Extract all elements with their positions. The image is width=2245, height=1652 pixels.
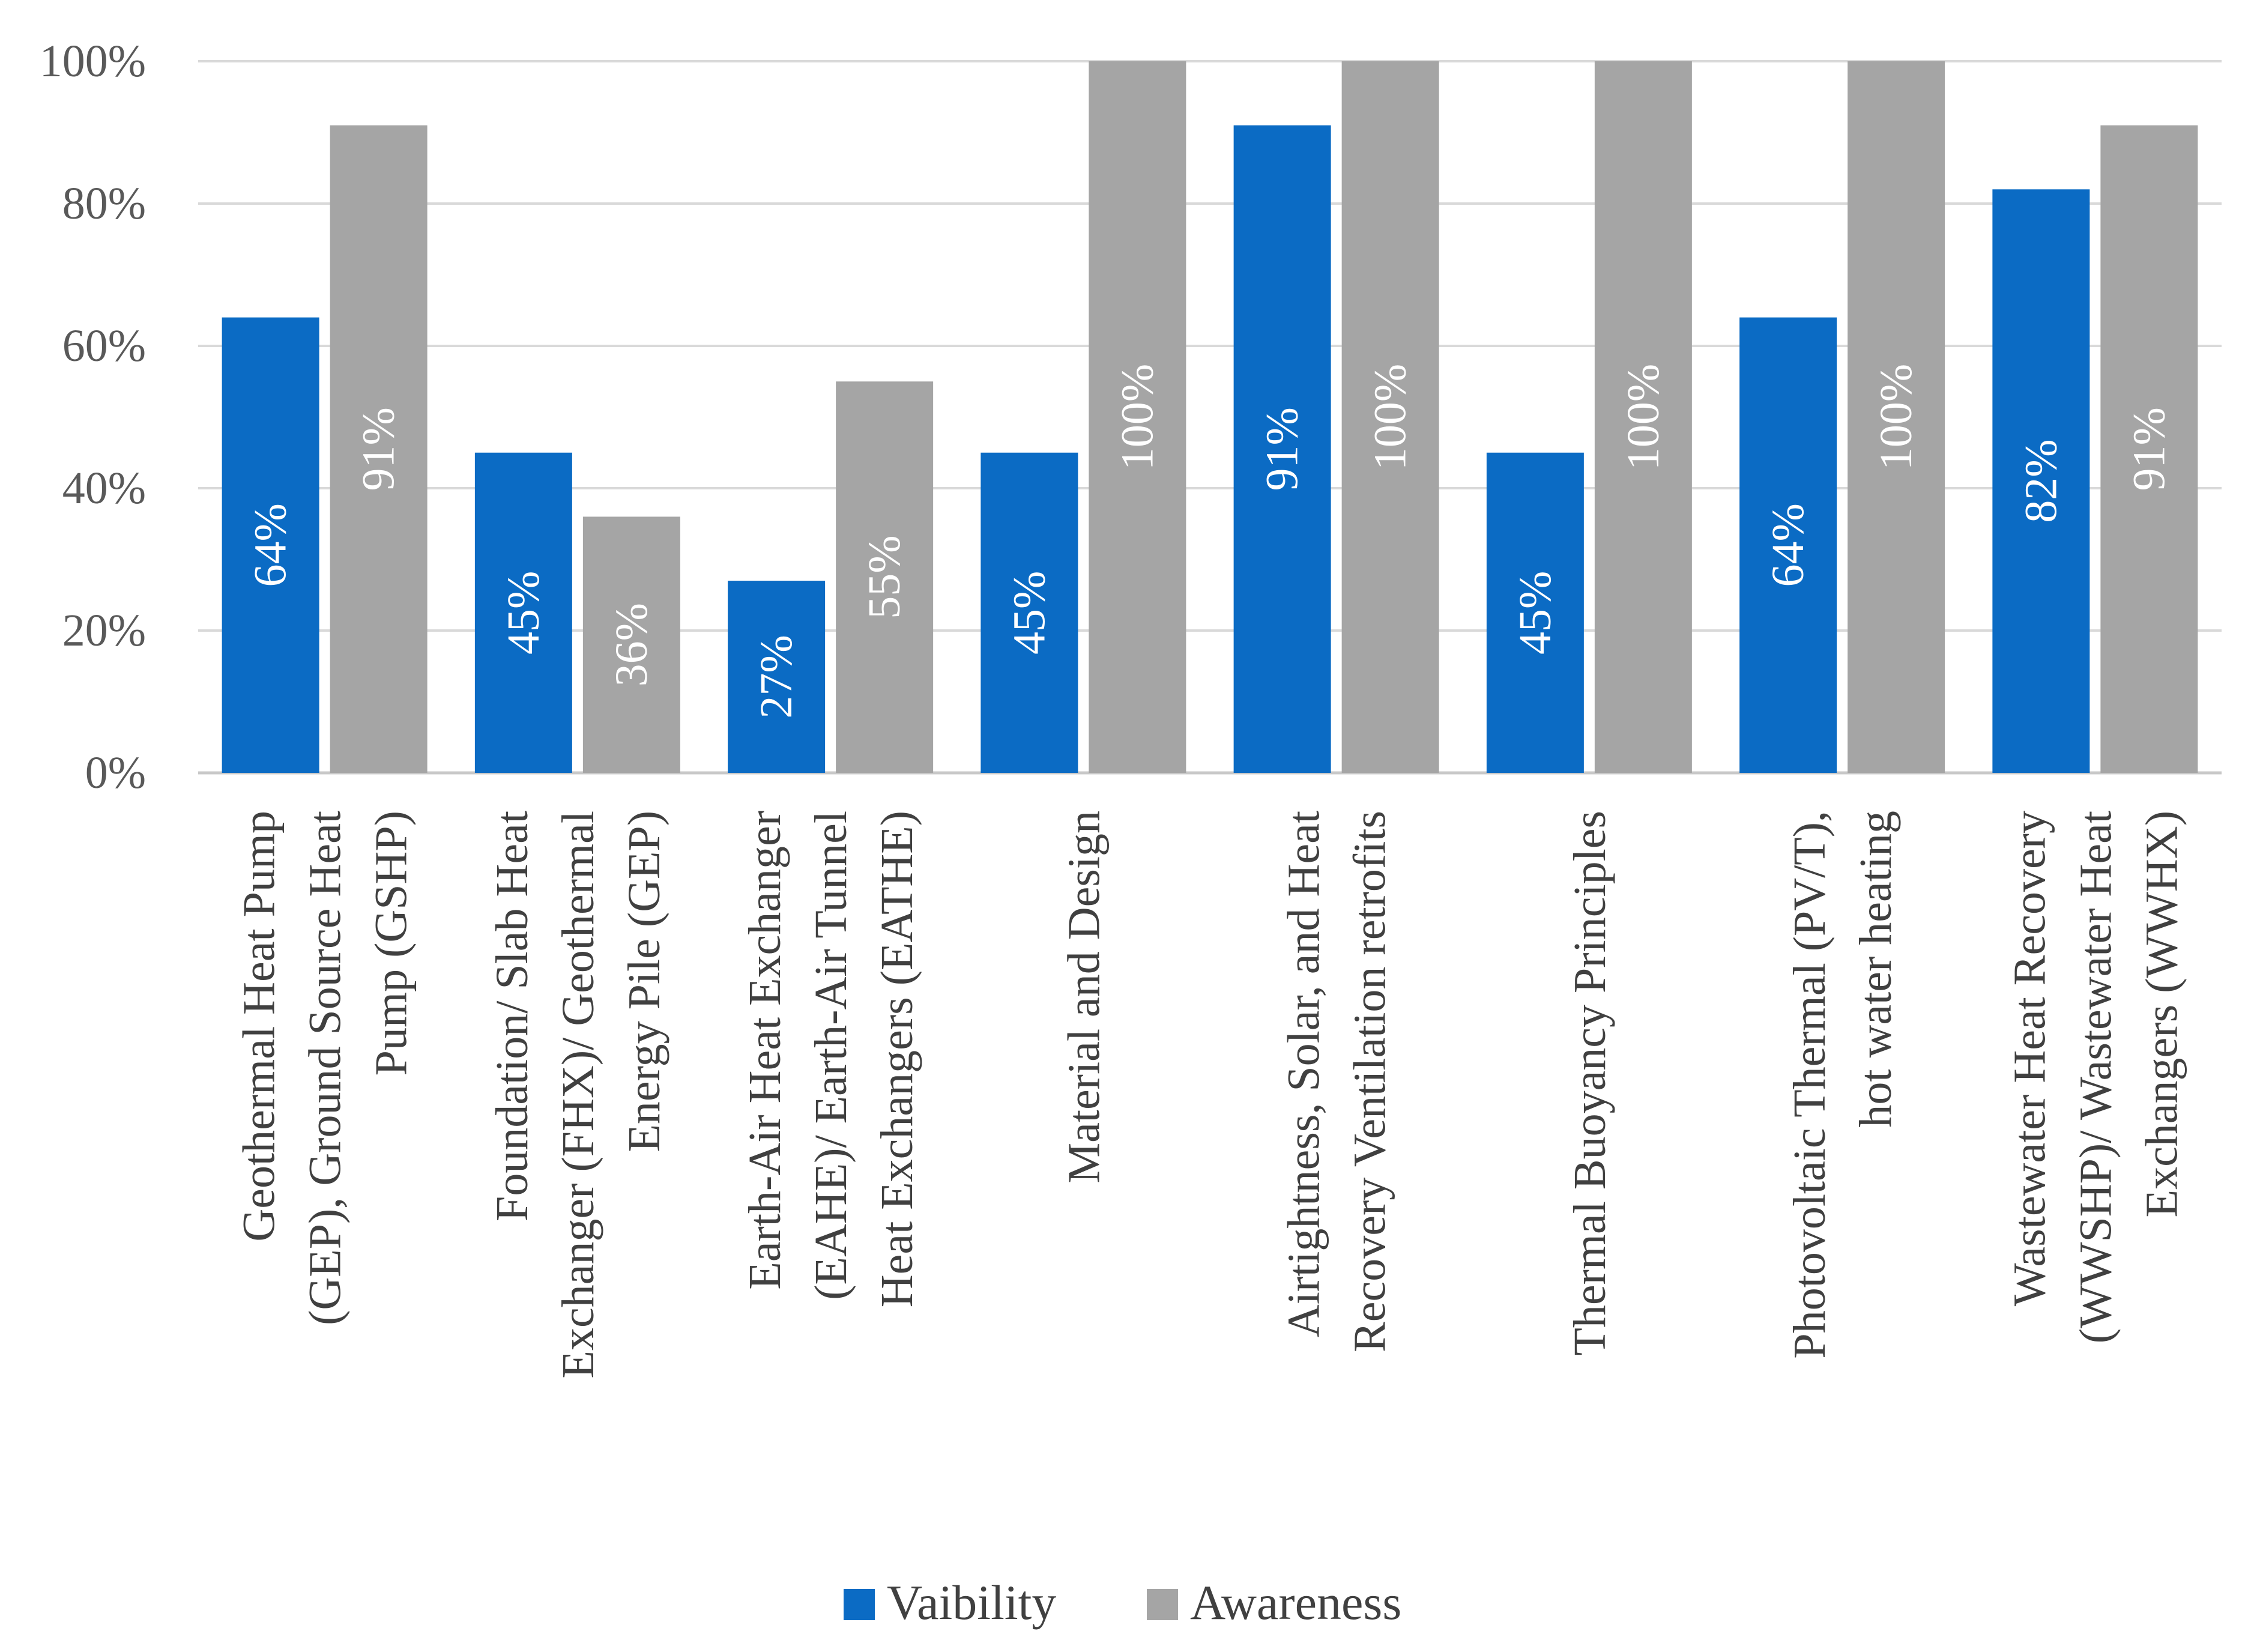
category-label: Earth-Air Heat Exchanger (EAHE)/ Earth-Ai…	[740, 811, 922, 1307]
category-label-line: (EAHE)/ Earth-Air Tunnel	[806, 811, 856, 1300]
bar-vaibility	[728, 581, 826, 773]
bar-awareness	[582, 516, 680, 773]
category-label-line: Recovery Ventilation retrofits	[1345, 811, 1395, 1352]
data-label: 45%	[1510, 571, 1561, 655]
category-label-line: Material and Design	[1059, 811, 1109, 1183]
category-label-line: Exchangers (WWHX)	[2136, 811, 2187, 1217]
bar-vaibility	[474, 452, 572, 773]
bar-vaibility	[1233, 125, 1331, 773]
bar-vaibility	[1739, 317, 1837, 773]
category-label-line: hot water heating	[1851, 811, 1901, 1128]
category-label: Thermal Buoyancy Principles	[1565, 811, 1615, 1356]
data-label: 91%	[2124, 407, 2174, 491]
category-label-line: Energy Pile (GEP)	[619, 811, 669, 1152]
bar-awareness	[330, 125, 428, 773]
bar-vaibility	[980, 452, 1078, 773]
category-label-line: Airtightness, Solar, and Heat	[1279, 811, 1329, 1337]
category-label-line: Foundation/ Slab Heat	[487, 811, 537, 1221]
legend-label-vaibility: Vaibility	[887, 1575, 1056, 1630]
category-label: Wastewater Heat Recovery (WWSHP)/ Wastewa…	[2004, 811, 2187, 1343]
category-label-line: Pump (GSHP)	[366, 811, 417, 1076]
data-label: 36%	[606, 603, 657, 686]
data-label: 82%	[2016, 439, 2066, 522]
data-label: 100%	[1618, 364, 1669, 470]
category-label: Photovoltaic Thermal (PV/T), hot water he…	[1784, 811, 1901, 1359]
data-label: 45%	[498, 571, 549, 655]
bar-awareness	[1594, 61, 1692, 773]
y-tick-label: 40%	[62, 463, 146, 513]
category-label-line: (WWSHP)/ Wastewater Heat	[2070, 811, 2121, 1343]
data-label: 27%	[751, 635, 802, 718]
category-label-line: Wastewater Heat Recovery	[2004, 811, 2055, 1306]
category-label-line: Earth-Air Heat Exchanger	[740, 811, 790, 1290]
y-axis: 0% 20% 40% 60% 80% 100%	[40, 36, 146, 798]
bar-vaibility	[222, 317, 319, 773]
data-label: 100%	[1365, 364, 1416, 470]
legend-swatch-vaibility	[844, 1589, 875, 1620]
category-label-line: Thermal Buoyancy Principles	[1565, 811, 1615, 1356]
category-label-line: (GEP), Ground Source Heat	[300, 811, 351, 1325]
legend-swatch-awareness	[1147, 1589, 1178, 1620]
category-label-line: Geothermal Heat Pump	[234, 811, 285, 1242]
y-tick-label: 80%	[62, 178, 146, 229]
y-tick-label: 20%	[62, 605, 146, 656]
y-tick-label: 0%	[85, 748, 146, 798]
y-tick-label: 60%	[62, 321, 146, 371]
bar-awareness	[1089, 61, 1186, 773]
category-label-line: Heat Exchangers (EATHE)	[872, 811, 922, 1307]
legend-label-awareness: Awareness	[1190, 1575, 1401, 1630]
y-tick-label: 100%	[40, 36, 146, 86]
data-labels: 64% 91% 45% 36% 27% 55% 45% 100% 91% 100% 45% 100% 6…	[246, 364, 2175, 719]
category-label: Material and Design	[1059, 811, 1109, 1183]
category-label: Geothermal Heat Pump (GEP), Ground Source…	[234, 811, 417, 1325]
data-label: 100%	[1112, 364, 1162, 470]
data-label: 64%	[1763, 503, 1813, 587]
category-label-line: Photovoltaic Thermal (PV/T),	[1784, 811, 1835, 1359]
category-label: Airtightness, Solar, and Heat Recovery Ve…	[1279, 811, 1395, 1352]
legend: Vaibility Awareness	[844, 1575, 1401, 1630]
bar-vaibility	[1486, 452, 1584, 773]
bar-awareness	[2100, 125, 2198, 773]
data-label: 100%	[1871, 364, 1921, 470]
data-label: 91%	[1257, 407, 1308, 491]
x-axis: Geothermal Heat Pump (GEP), Ground Source…	[234, 811, 2187, 1378]
data-label: 55%	[859, 535, 910, 619]
bar-awareness	[836, 381, 934, 773]
bars	[222, 61, 2198, 773]
data-label: 45%	[1004, 571, 1054, 655]
bar-vaibility	[1992, 189, 2090, 773]
data-label: 91%	[354, 407, 404, 491]
category-label-line: Exchanger (FHX)/ Geothermal	[553, 811, 603, 1378]
bar-awareness	[1848, 61, 1945, 773]
data-label: 64%	[246, 503, 296, 587]
category-label: Foundation/ Slab Heat Exchanger (FHX)/ Ge…	[487, 811, 669, 1378]
bar-awareness	[1341, 61, 1439, 773]
